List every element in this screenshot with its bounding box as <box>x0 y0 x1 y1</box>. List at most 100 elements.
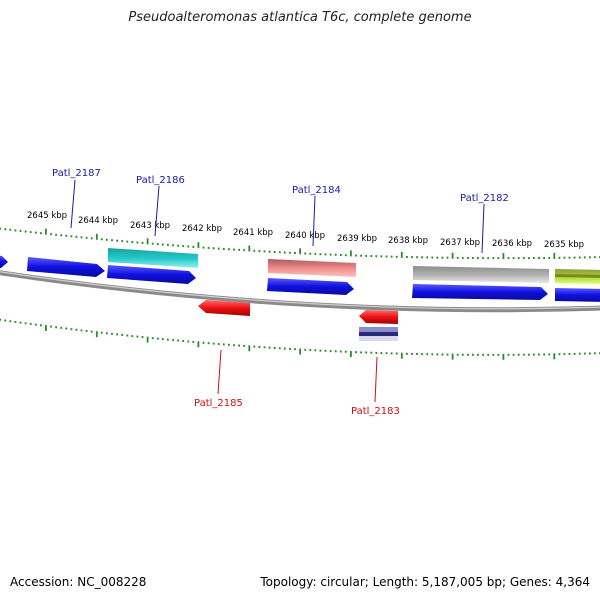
tick-mark-major <box>400 352 403 359</box>
tick-mark-minor <box>167 338 169 341</box>
tick-mark-minor <box>14 320 17 323</box>
tick-mark-minor <box>528 353 530 356</box>
tick-mark-minor <box>426 353 429 356</box>
gene-label-bottom-group: Patl_2185 Patl_2183 <box>194 398 400 417</box>
tick-mark-minor <box>578 352 581 355</box>
tick-mark-minor <box>19 229 22 232</box>
tick-mark-minor <box>563 353 566 356</box>
feature-navy-bottom <box>359 336 398 341</box>
tick-mark-minor <box>253 345 256 348</box>
tick-mark-minor <box>100 238 103 241</box>
tick-mark-minor <box>304 252 307 255</box>
tick-mark-minor <box>116 239 118 242</box>
tick-mark-major <box>95 233 98 240</box>
tick-mark-minor <box>543 353 545 356</box>
tick-mark-minor <box>446 256 449 259</box>
tick-mark-minor <box>375 255 378 258</box>
tick-mark-minor <box>426 256 429 259</box>
tick-mark-minor <box>156 243 159 246</box>
tick-mark-minor <box>360 351 362 354</box>
tick-mark-major <box>248 245 251 252</box>
kbp-label: 2644 kbp <box>78 216 118 226</box>
feature-lime-dark-strip <box>555 274 600 278</box>
tick-mark-minor <box>421 353 423 356</box>
tick-mark-minor <box>90 237 93 240</box>
leader-line <box>374 356 378 403</box>
tick-mark-minor <box>594 256 596 259</box>
tick-mark-minor <box>355 351 357 354</box>
tick-mark-minor <box>446 353 449 356</box>
tick-mark-minor <box>563 256 566 259</box>
leader-line <box>481 203 485 254</box>
tick-mark-minor <box>472 257 474 259</box>
feature-row-cog <box>108 248 600 284</box>
tick-mark-minor <box>75 328 78 331</box>
kbp-label: 2635 kbp <box>544 240 584 250</box>
tick-mark-minor <box>522 257 525 260</box>
tick-mark-minor <box>156 337 159 340</box>
tick-mark-minor <box>141 336 144 339</box>
tick-mark-minor <box>0 227 2 230</box>
tick-mark-major <box>146 238 149 245</box>
tick-mark-minor <box>273 251 276 253</box>
tick-mark-major <box>451 353 454 360</box>
tick-mark-minor <box>365 254 368 257</box>
tick-mark-minor <box>24 230 27 233</box>
tick-mark-minor <box>467 353 469 356</box>
tick-mark-minor <box>40 232 42 235</box>
tick-mark-minor <box>533 257 535 259</box>
tick-mark-minor <box>111 332 113 335</box>
feature-navy-top <box>359 327 398 332</box>
tick-mark-minor <box>573 256 576 259</box>
tick-arc-inner <box>0 318 600 360</box>
tick-mark-minor <box>238 248 240 251</box>
tick-mark-minor <box>283 347 286 350</box>
tick-mark-minor <box>192 340 195 343</box>
tick-mark-minor <box>339 254 342 256</box>
tick-mark-minor <box>497 353 500 356</box>
tick-mark-minor <box>222 343 225 346</box>
tick-mark-minor <box>365 351 368 354</box>
tick-mark-minor <box>0 318 2 321</box>
tick-mark-minor <box>370 255 373 257</box>
tick-mark-minor <box>482 353 484 356</box>
tick-mark-minor <box>568 353 571 355</box>
tick-mark-minor <box>314 252 317 255</box>
tick-mark-minor <box>528 257 530 260</box>
tick-mark-minor <box>385 255 388 258</box>
tick-mark-minor <box>268 250 271 253</box>
tick-mark-minor <box>65 234 68 237</box>
tick-mark-minor <box>121 240 124 243</box>
tick-mark-minor <box>4 228 7 231</box>
genome-summary-text: Topology: circular; Length: 5,187,005 bp… <box>260 575 590 589</box>
tick-mark-major <box>350 351 352 357</box>
tick-mark-minor <box>161 338 164 341</box>
tick-mark-minor <box>238 344 240 347</box>
tick-mark-major <box>45 325 47 331</box>
feature-pink <box>268 259 356 277</box>
tick-mark-minor <box>390 352 393 355</box>
tick-mark-minor <box>294 348 296 351</box>
tick-mark-minor <box>395 352 398 355</box>
tick-mark-minor <box>50 325 52 328</box>
feature-navy-mid <box>359 332 398 336</box>
tick-mark-minor <box>14 229 17 232</box>
tick-mark-minor <box>329 350 332 353</box>
leader-line <box>217 349 222 395</box>
tick-mark-minor <box>202 341 205 344</box>
tick-mark-minor <box>106 332 108 335</box>
genome-backbone-highlight <box>0 271 600 310</box>
cds-forward-group <box>0 255 600 302</box>
tick-mark-minor <box>472 353 474 356</box>
tick-mark-minor <box>106 238 108 241</box>
tick-mark-minor <box>283 251 286 254</box>
tick-mark-minor <box>461 353 464 356</box>
cds-arrow-forward <box>0 255 8 268</box>
cds-arrow-forward <box>27 257 105 277</box>
tick-mark-major <box>502 353 505 360</box>
kbp-label: 2643 kbp <box>130 221 170 231</box>
tick-mark-minor <box>177 339 179 342</box>
tick-mark-major <box>299 248 301 255</box>
tick-mark-minor <box>568 256 571 259</box>
leader-lines-bottom <box>217 349 378 403</box>
